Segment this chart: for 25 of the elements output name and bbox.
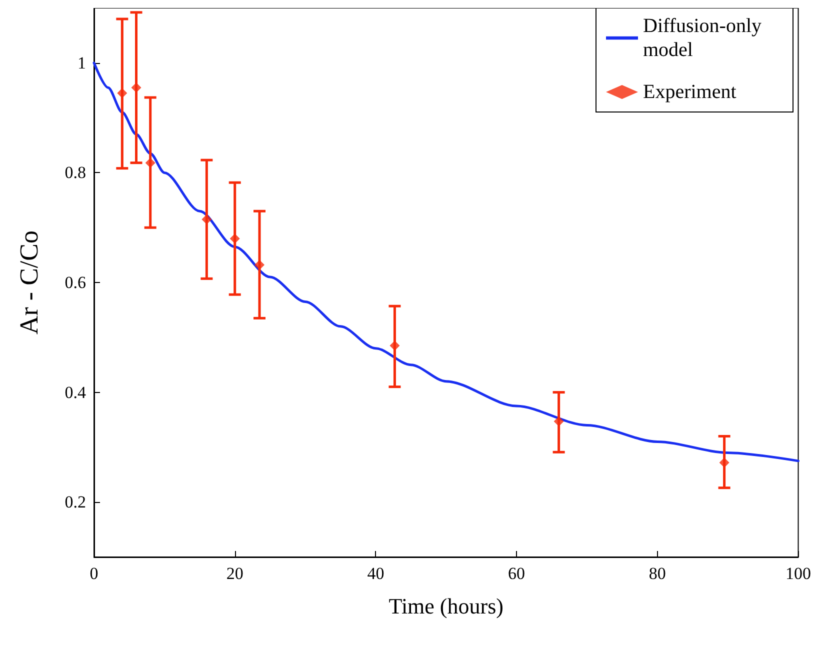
x-tick-label: 100 (786, 564, 811, 583)
y-tick-label: 0.4 (64, 382, 86, 402)
point (230, 234, 240, 244)
y-axis-title: Ar - C/Co (14, 230, 44, 334)
x-tick-label: 0 (90, 564, 98, 583)
point (254, 260, 264, 270)
point (202, 214, 212, 224)
line-series (92, 62, 800, 462)
legend-label: Experiment (643, 81, 737, 103)
point (390, 340, 400, 351)
x-tick-label: 60 (508, 564, 526, 583)
x-tick-label: 80 (648, 564, 666, 583)
x-axis-title: Time (hours) (388, 594, 504, 618)
x-tick-label: 20 (226, 564, 244, 583)
point (131, 82, 142, 93)
y-tick-label: 0.6 (64, 273, 86, 292)
y-tick-label: 0.2 (64, 492, 86, 512)
point (117, 88, 128, 98)
legend-label: Diffusion-only model (643, 15, 767, 61)
point (554, 416, 564, 426)
x-tick-label: 40 (367, 564, 384, 583)
y-tick-label: 0.8 (64, 163, 86, 182)
point (719, 458, 730, 468)
y-tick-label: 1 (78, 53, 86, 72)
point (145, 158, 156, 168)
